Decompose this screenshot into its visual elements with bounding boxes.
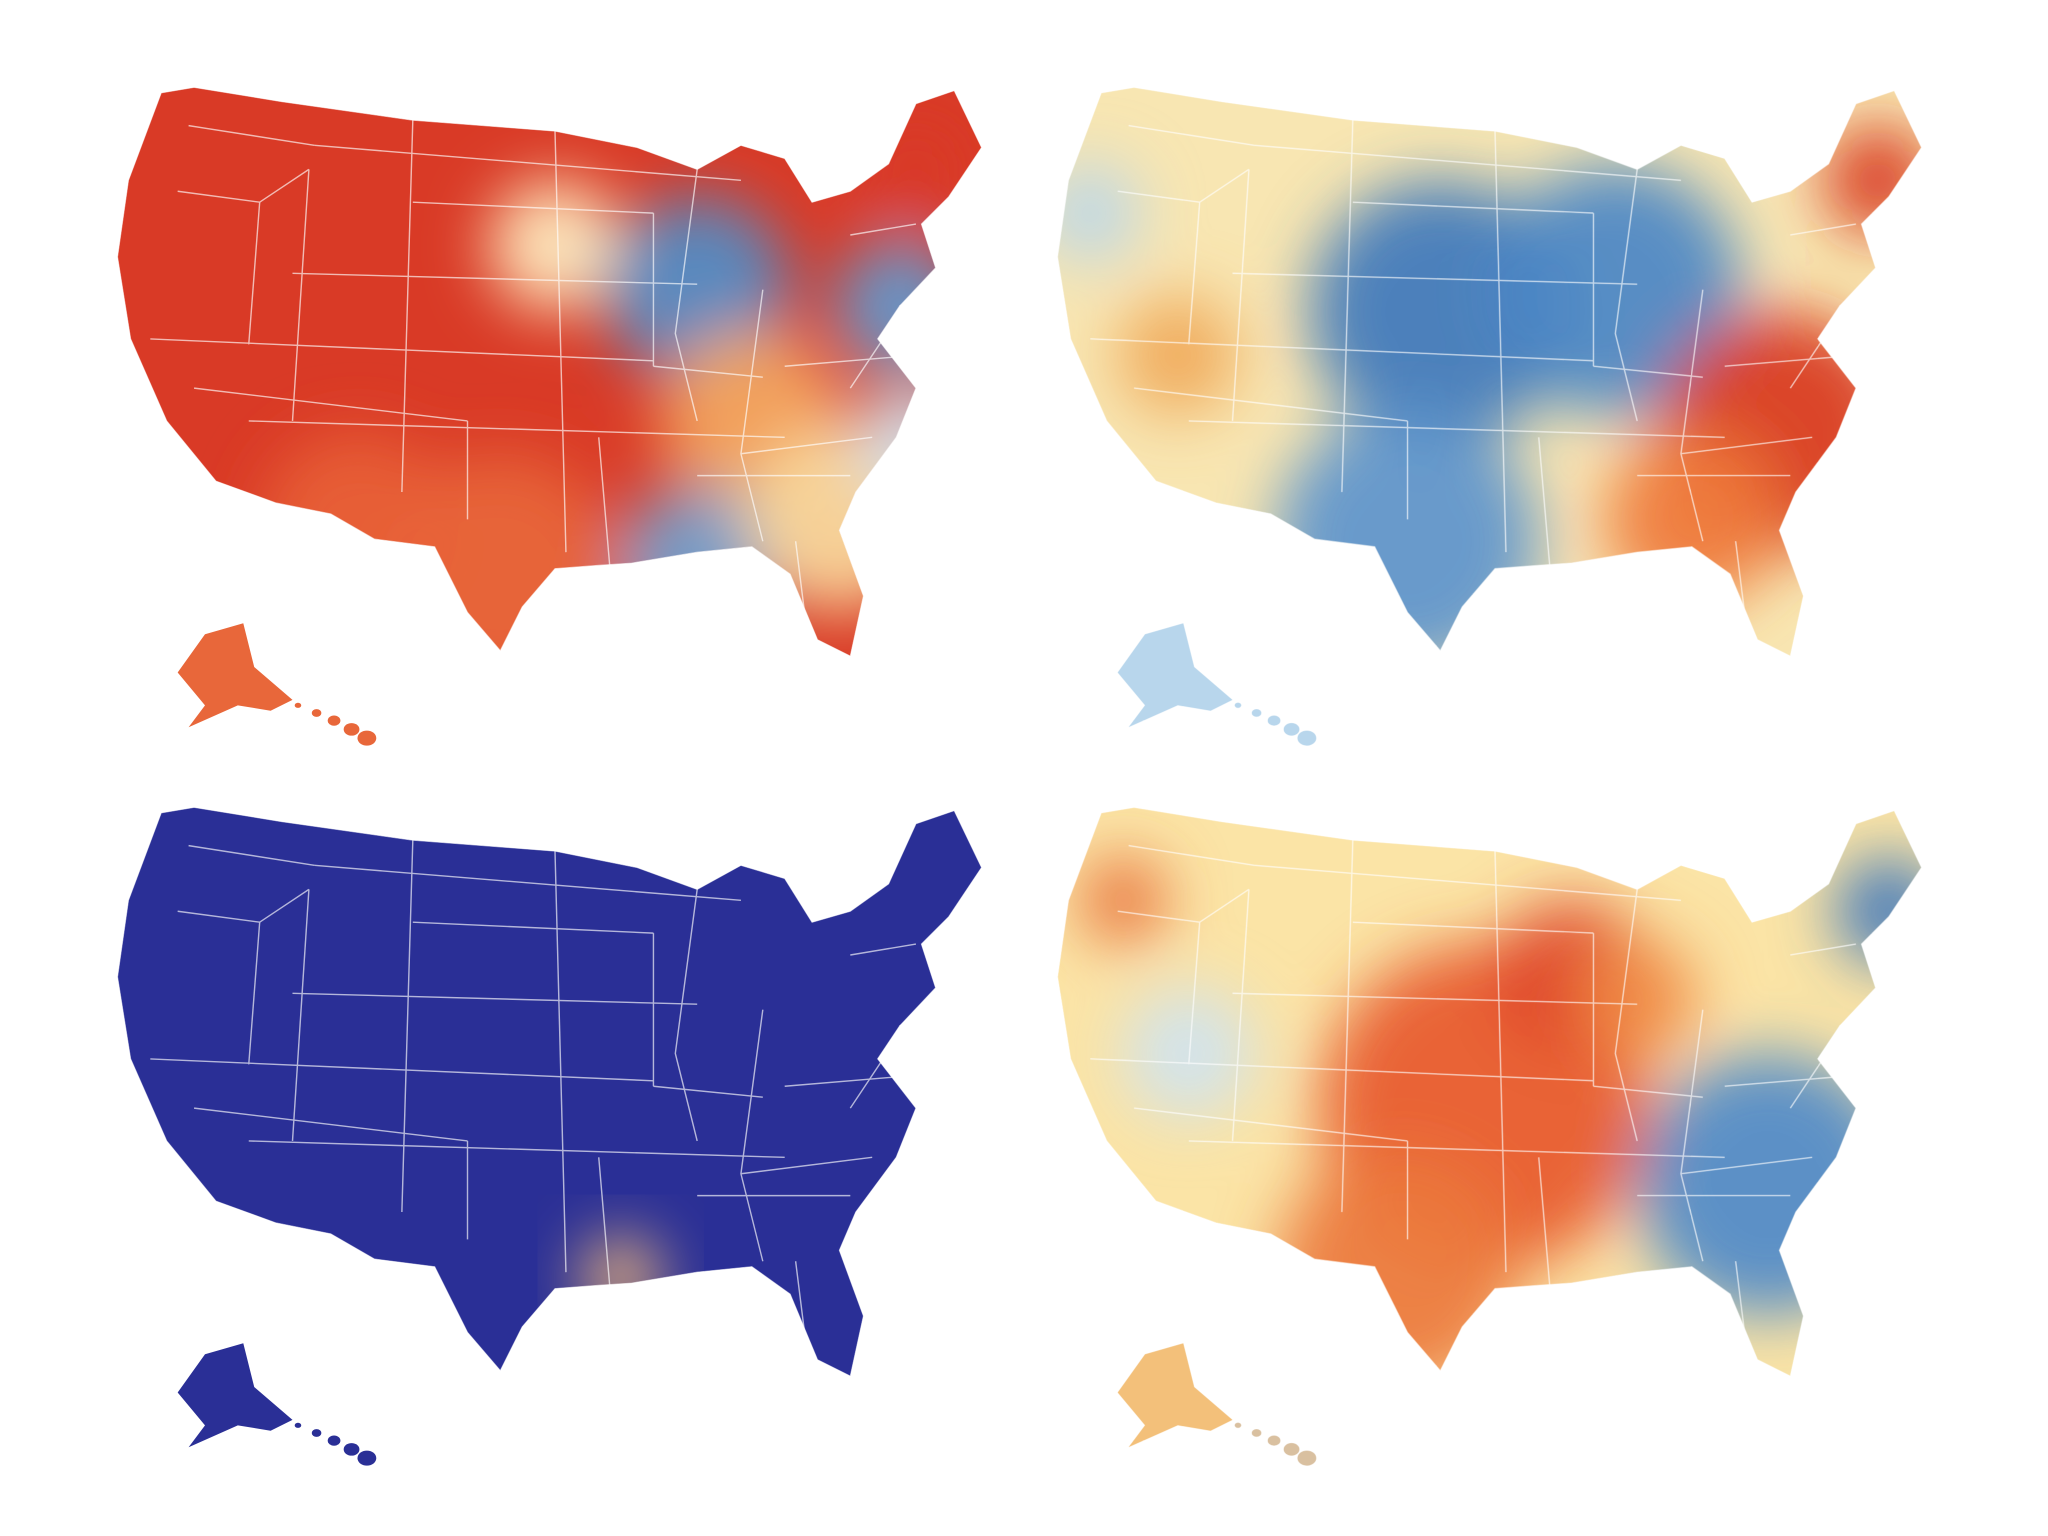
hawaii-island [327,1435,341,1446]
hawaii-island [294,1422,302,1428]
hawaii-island [311,1429,322,1437]
hawaii-island [357,730,377,746]
us-mainland [117,807,982,1377]
us-map-svg [116,86,983,746]
hawaii-island [343,723,360,736]
color-region [1117,295,1238,416]
us-outline [116,86,983,657]
us-map-panel-top-left [60,60,1050,760]
hawaii-island [1267,715,1281,726]
us-outline [1056,806,1923,1377]
us-map-svg [1056,806,1923,1466]
hawaii-island [1283,723,1300,736]
color-region [259,431,457,629]
color-region [1637,1053,1900,1316]
state-borders [150,120,950,629]
hawaii-island [1297,1450,1317,1466]
us-map-panel-bottom-left [60,780,1050,1480]
color-region [855,382,977,503]
hawaii-island [357,1450,377,1466]
us-outline [1056,86,1923,657]
hawaii-island [294,702,302,708]
us-map-panel-bottom-right [1000,780,1990,1480]
hawaii-island [1234,1422,1242,1428]
color-region [1577,938,1698,1059]
hawaii-island [311,709,322,717]
us-map-svg [116,806,983,1466]
color-region [1823,125,1922,235]
hawaii-island [1297,730,1317,746]
hawaii-islands [294,702,377,746]
color-region [1604,431,1780,607]
state-borders [1090,120,1890,629]
color-region [746,426,933,613]
us-mainland [1057,87,1922,657]
color-region [489,180,621,312]
us-outline [116,806,983,1377]
us-mainland-fill [117,807,982,1377]
us-mainland [117,87,982,657]
hawaii-island [1267,1435,1281,1446]
alaska-shape [177,1343,293,1448]
color-region [1079,856,1167,945]
hawaii-island [1251,1429,1262,1437]
color-region [1834,856,1922,966]
hawaii-islands [1234,1422,1317,1466]
hawaii-island [1234,702,1242,708]
color-region [1276,1151,1517,1377]
hawaii-island [343,1443,360,1456]
us-map-svg [1056,86,1923,746]
color-region [579,1236,663,1320]
us-mainland [1057,807,1922,1377]
color-region [1489,163,1742,416]
alaska-shape [1117,1343,1233,1448]
hawaii-island [1283,1443,1300,1456]
alaska-shape [1117,623,1233,728]
color-region [1123,987,1255,1120]
hawaii-island [327,715,341,726]
color-region [861,114,971,225]
color-region [1057,163,1140,263]
hawaii-islands [294,1422,377,1466]
hawaii-islands [1234,702,1317,746]
alaska-shape [177,623,293,728]
hawaii-island [1251,709,1262,717]
us-map-panel-top-right [1000,60,1990,760]
